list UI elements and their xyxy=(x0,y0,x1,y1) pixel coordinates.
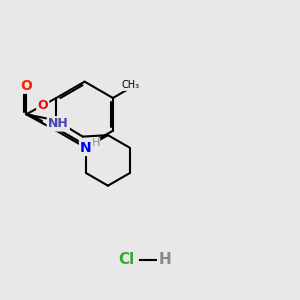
Text: Cl: Cl xyxy=(118,253,134,268)
Text: N: N xyxy=(80,141,92,155)
Text: H: H xyxy=(92,138,100,148)
Text: H: H xyxy=(158,253,171,268)
Text: CH₃: CH₃ xyxy=(122,80,140,90)
Text: O: O xyxy=(20,79,32,92)
Text: O: O xyxy=(38,99,48,112)
Text: NH: NH xyxy=(48,117,69,130)
